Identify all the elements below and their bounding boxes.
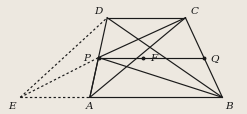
Text: Q: Q [210, 54, 219, 62]
Text: C: C [190, 7, 198, 16]
Text: P: P [83, 54, 90, 62]
Text: A: A [86, 101, 94, 110]
Text: E: E [8, 101, 15, 110]
Text: D: D [94, 7, 103, 16]
Text: B: B [225, 101, 233, 110]
Text: F: F [150, 54, 158, 62]
